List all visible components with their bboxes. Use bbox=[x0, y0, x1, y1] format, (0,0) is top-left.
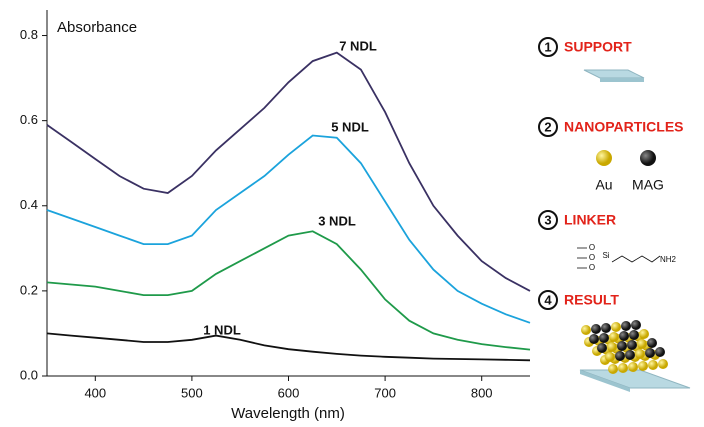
result-ball bbox=[648, 360, 658, 370]
result-ball bbox=[635, 349, 645, 359]
result-ball bbox=[618, 363, 628, 373]
result-illustration bbox=[579, 320, 691, 392]
result-ball bbox=[647, 338, 657, 348]
result-ball bbox=[591, 324, 601, 334]
result-ball bbox=[611, 322, 621, 332]
step-number: 3 bbox=[544, 212, 551, 227]
result-ball bbox=[619, 331, 629, 341]
y-axis-label: Absorbance bbox=[57, 19, 137, 36]
result-ball bbox=[627, 340, 637, 350]
au-sphere bbox=[596, 150, 612, 166]
series-line bbox=[46, 134, 531, 324]
result-ball bbox=[617, 341, 627, 351]
x-tick-label: 400 bbox=[84, 385, 106, 400]
support-edge bbox=[600, 78, 644, 82]
result-ball bbox=[645, 348, 655, 358]
result-ball bbox=[609, 332, 619, 342]
x-tick-label: 700 bbox=[374, 385, 396, 400]
step-label: NANOPARTICLES bbox=[564, 119, 684, 135]
particle-label: Au bbox=[595, 177, 612, 193]
step-circle bbox=[538, 210, 558, 230]
step-circle bbox=[538, 290, 558, 310]
series-label: 3 NDL bbox=[318, 213, 356, 228]
y-tick-label: 0.6 bbox=[20, 112, 38, 127]
x-axis-label: Wavelength (nm) bbox=[231, 405, 345, 422]
step-circle bbox=[538, 117, 558, 137]
result-ball bbox=[655, 347, 665, 357]
y-tick-label: 0.0 bbox=[20, 367, 38, 382]
step-number: 1 bbox=[544, 39, 551, 54]
result-ball bbox=[629, 330, 639, 340]
linker-atom: NH2 bbox=[660, 255, 677, 264]
result-ball bbox=[597, 343, 607, 353]
result-ball bbox=[607, 342, 617, 352]
y-tick-label: 0.2 bbox=[20, 282, 38, 297]
y-tick-label: 0.4 bbox=[20, 197, 38, 212]
particle-label: MAG bbox=[632, 177, 664, 193]
linker-chain bbox=[611, 255, 661, 263]
x-tick-label: 500 bbox=[181, 385, 203, 400]
step-number: 2 bbox=[544, 119, 551, 134]
result-ball bbox=[638, 361, 648, 371]
result-ball bbox=[628, 362, 638, 372]
result-ball bbox=[599, 333, 609, 343]
series-line bbox=[46, 51, 531, 292]
x-tick-label: 600 bbox=[278, 385, 300, 400]
series-label: 1 NDL bbox=[203, 322, 241, 337]
linker-atom: O bbox=[589, 243, 595, 252]
series-line bbox=[46, 230, 531, 351]
support-slab bbox=[583, 69, 645, 79]
step-circle bbox=[538, 37, 558, 57]
result-ball bbox=[639, 329, 649, 339]
result-ball bbox=[605, 352, 615, 362]
linker-atom: O bbox=[589, 263, 595, 272]
result-ball bbox=[581, 325, 591, 335]
x-tick-label: 800 bbox=[471, 385, 493, 400]
series-line bbox=[46, 332, 531, 362]
series-label: 5 NDL bbox=[331, 119, 369, 134]
y-tick-label: 0.8 bbox=[20, 27, 38, 42]
linker-atom: O bbox=[589, 253, 595, 262]
linker-atom: Si bbox=[602, 251, 609, 260]
result-ball bbox=[615, 351, 625, 361]
result-ball bbox=[608, 364, 618, 374]
result-ball bbox=[601, 323, 611, 333]
step-number: 4 bbox=[544, 292, 552, 307]
result-ball bbox=[658, 359, 668, 369]
mag-sphere bbox=[640, 150, 656, 166]
step-label: SUPPORT bbox=[564, 39, 632, 55]
result-ball bbox=[631, 320, 641, 330]
step-label: LINKER bbox=[564, 212, 616, 228]
result-ball bbox=[637, 339, 647, 349]
result-ball bbox=[621, 321, 631, 331]
result-ball bbox=[625, 350, 635, 360]
result-ball bbox=[589, 334, 599, 344]
series-label: 7 NDL bbox=[339, 38, 377, 53]
step-label: RESULT bbox=[564, 292, 619, 308]
